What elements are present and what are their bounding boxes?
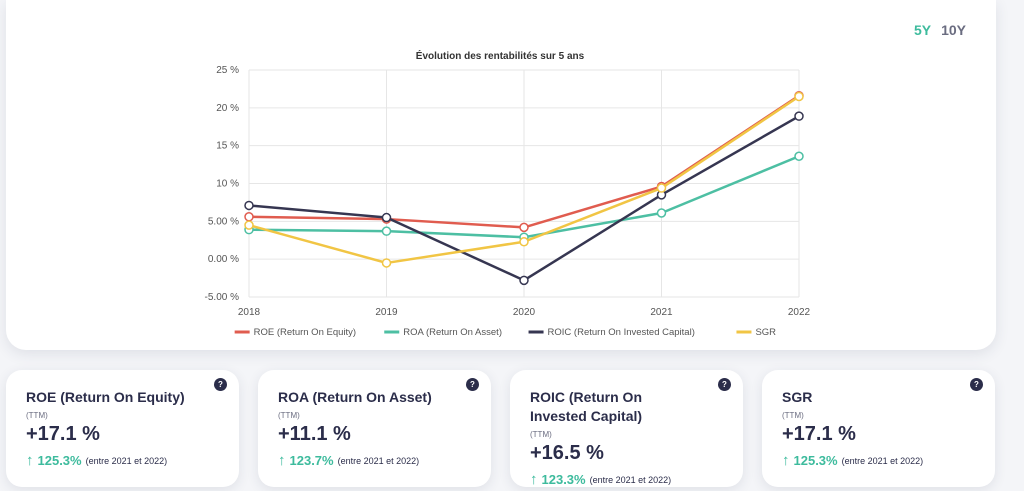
line-chart: Évolution des rentabilités sur 5 ans 25 …: [205, 49, 811, 338]
kpi-title: SGR: [782, 389, 813, 405]
kpi-change-percent: 125.3%: [37, 453, 82, 468]
y-tick-label: 10 %: [216, 179, 239, 190]
legend-label: ROA (Return On Asset): [403, 327, 502, 338]
legend-item[interactable]: ROIC (Return On Invested Capital): [528, 327, 695, 338]
kpi-change-percent: 123.3%: [541, 472, 586, 487]
kpi-ttm-label: (TTM): [530, 430, 552, 439]
help-icon[interactable]: ?: [214, 378, 227, 391]
kpi-title: ROA (Return On Asset): [278, 389, 432, 405]
kpi-title: ROIC (Return On Invested Capital): [530, 389, 643, 424]
y-tick-label: 15 %: [216, 141, 239, 152]
period-5y-button[interactable]: 5Y: [913, 22, 932, 38]
kpi-card-roe: ? ROE (Return On Equity) (TTM) +17.1 % ↑…: [6, 370, 239, 487]
legend-label: ROE (Return On Equity): [254, 327, 356, 338]
kpi-change-percent: 123.7%: [289, 453, 334, 468]
data-point[interactable]: [244, 220, 254, 230]
kpi-value: +17.1 %: [782, 423, 856, 445]
data-point[interactable]: [381, 258, 392, 268]
legend-item[interactable]: SGR: [736, 327, 776, 338]
kpi-card-roa: ? ROA (Return On Asset) (TTM) +11.1 % ↑ …: [258, 370, 491, 487]
data-point[interactable]: [244, 212, 254, 222]
data-point[interactable]: [381, 212, 392, 223]
chart-card: 5Y 10Y Évolution des rentabilités sur 5 …: [6, 0, 996, 350]
data-point[interactable]: [519, 222, 529, 233]
arrow-up-icon: ↑: [530, 471, 538, 488]
kpi-change-period: (entre 2021 et 2022): [841, 455, 924, 466]
kpi-change: ↑ 123.3% (entre 2021 et 2022): [530, 471, 723, 488]
x-tick-label: 2018: [238, 307, 261, 318]
kpi-change-percent: 125.3%: [793, 453, 838, 468]
kpi-ttm-label: (TTM): [26, 411, 48, 420]
legend-item[interactable]: ROE (Return On Equity): [234, 327, 356, 338]
data-point[interactable]: [794, 111, 804, 121]
data-point[interactable]: [794, 91, 804, 102]
legend-label: ROIC (Return On Invested Capital): [548, 327, 695, 338]
kpi-value: +11.1 %: [278, 423, 351, 445]
chart-title: Évolution des rentabilités sur 5 ans: [416, 49, 585, 62]
x-tick-label: 2019: [375, 307, 398, 318]
kpi-change: ↑ 125.3% (entre 2021 et 2022): [26, 452, 219, 469]
arrow-up-icon: ↑: [278, 452, 286, 469]
arrow-up-icon: ↑: [782, 452, 790, 469]
kpi-change: ↑ 125.3% (entre 2021 et 2022): [782, 452, 975, 469]
kpi-change-period: (entre 2021 et 2022): [337, 455, 420, 466]
y-tick-label: 20 %: [216, 103, 239, 114]
kpi-ttm-label: (TTM): [278, 411, 300, 420]
x-tick-label: 2020: [513, 307, 536, 318]
kpi-change-period: (entre 2021 et 2022): [85, 455, 168, 466]
kpi-value: +17.1 %: [26, 423, 100, 445]
y-tick-label: 5.00 %: [208, 216, 239, 227]
data-point[interactable]: [656, 208, 667, 218]
data-point[interactable]: [381, 226, 392, 236]
kpi-value: +16.5 %: [530, 442, 604, 464]
kpi-change: ↑ 123.7% (entre 2021 et 2022): [278, 452, 471, 469]
x-tick-label: 2021: [650, 307, 673, 318]
x-tick-label: 2022: [788, 307, 811, 318]
data-point[interactable]: [519, 237, 529, 247]
kpi-card-roic: ? ROIC (Return On Invested Capital) (TTM…: [510, 370, 743, 488]
y-tick-label: 25 %: [216, 65, 239, 76]
help-icon[interactable]: ?: [466, 378, 479, 391]
legend-item[interactable]: ROA (Return On Asset): [384, 327, 502, 338]
data-point[interactable]: [794, 151, 804, 162]
help-icon[interactable]: ?: [970, 378, 983, 391]
data-point[interactable]: [519, 275, 529, 286]
kpi-change-period: (entre 2021 et 2022): [589, 474, 672, 485]
help-icon[interactable]: ?: [718, 378, 731, 391]
y-tick-label: -5.00 %: [205, 292, 240, 303]
kpi-card-sgr: ? SGR (TTM) +17.1 % ↑ 125.3% (entre 2021…: [762, 370, 995, 487]
kpi-ttm-label: (TTM): [782, 411, 804, 420]
period-toggle: 5Y 10Y: [914, 22, 966, 38]
data-point[interactable]: [656, 183, 667, 193]
arrow-up-icon: ↑: [26, 452, 34, 469]
data-point[interactable]: [244, 200, 254, 211]
period-10y-button[interactable]: 10Y: [941, 22, 966, 38]
y-tick-label: 0.00 %: [208, 254, 239, 265]
kpi-title: ROE (Return On Equity): [26, 389, 185, 405]
legend-label: SGR: [755, 327, 776, 338]
